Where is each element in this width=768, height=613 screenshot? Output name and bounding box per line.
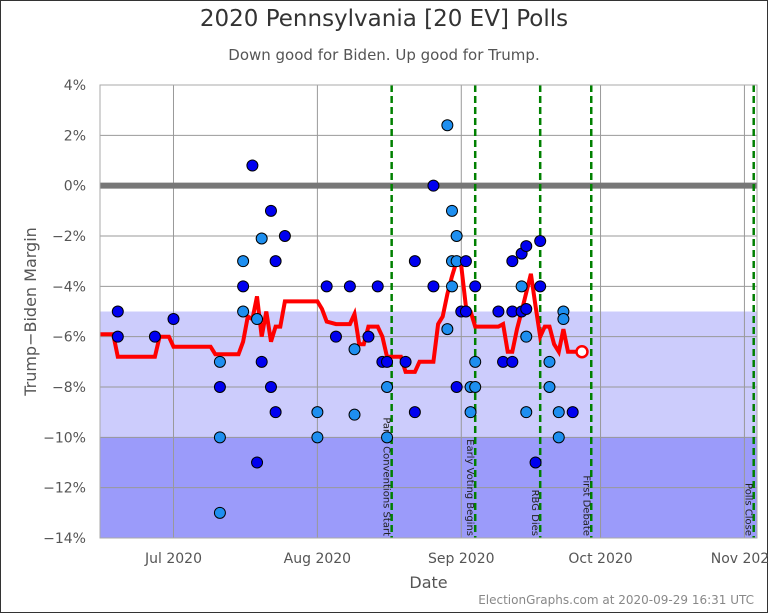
poll-point [515,280,528,293]
poll-point [269,255,282,268]
poll-point [381,355,394,368]
poll-point [520,330,533,343]
poll-point [381,431,394,444]
poll-point [348,408,361,421]
poll-point [399,355,412,368]
poll-point [213,381,226,393]
poll-point [111,305,124,318]
poll-point [441,323,454,336]
poll-point [320,280,333,293]
poll-point [450,381,463,393]
poll-point [469,280,482,293]
average-endpoint [575,345,589,359]
poll-point [520,406,533,419]
poll-point [459,305,472,318]
y-axis-label: Trump−Biden Margin [21,227,40,397]
poll-point [237,255,250,268]
poll-point [348,343,361,356]
x-tick-label: Oct 2020 [568,551,632,567]
poll-point [557,313,570,326]
poll-point [459,255,472,268]
y-tick-label: 4% [64,78,86,94]
poll-point [441,119,454,132]
poll-point [464,406,477,419]
event-label: First Debate [580,475,591,536]
poll-point [408,255,421,268]
poll-point [311,431,324,444]
poll-point [213,506,226,519]
event-label: RBG Dies [529,490,540,536]
poll-point [506,255,519,268]
poll-point [371,280,384,293]
poll-point [543,381,556,393]
x-tick-label: Jul 2020 [144,551,202,567]
poll-point [566,406,579,419]
y-tick-label: −6% [52,330,86,346]
poll-point [251,313,264,326]
poll-point [251,456,264,469]
event-label: Early Voting Begins [464,439,475,536]
poll-point [543,355,556,368]
poll-point [255,232,268,245]
x-tick-label: Aug 2020 [284,551,351,567]
poll-point [213,431,226,444]
plot-border [99,84,758,539]
poll-point [520,240,533,253]
poll-point [427,280,440,293]
poll-point [552,431,565,444]
y-tick-label: −8% [52,380,86,396]
poll-point [492,305,505,318]
poll-point [381,381,394,393]
poll-point [255,355,268,368]
poll-point [529,456,542,469]
y-tick-label: −10% [43,430,86,446]
poll-point [246,159,259,172]
y-tick-label: 0% [64,179,86,195]
chart-title: 2020 Pennsylvania [20 EV] Polls [199,6,569,32]
poll-point [237,280,250,293]
poll-point [506,355,519,368]
poll-point [111,330,124,343]
poll-point [427,179,440,192]
poll-point [269,406,282,419]
poll-point [237,305,250,318]
poll-point [148,330,161,343]
y-tick-label: −14% [43,531,86,547]
shaded-band [100,311,757,438]
poll-point [213,355,226,368]
event-label: Polls Close [743,483,754,536]
poll-point [264,381,277,393]
poll-point [469,355,482,368]
y-tick-label: 2% [64,128,86,144]
poll-point [311,406,324,419]
poll-point [469,381,482,393]
poll-point [167,313,180,326]
poll-point [408,406,421,419]
poll-point [278,230,291,242]
poll-point [445,204,458,217]
x-tick-label: Sep 2020 [428,551,494,567]
x-tick-label: Nov 2020 [711,551,768,567]
y-tick-label: −4% [52,279,86,295]
poll-point [520,302,533,315]
poll-point [552,406,565,419]
poll-point [450,230,463,242]
poll-point [534,280,547,293]
poll-point [445,280,458,293]
chart-subtitle: Down good for Biden. Up good for Trump. [228,46,540,64]
poll-point [329,330,342,343]
y-tick-label: −2% [52,229,86,245]
poll-point [534,235,547,248]
poll-point [264,204,277,217]
chart-footer: ElectionGraphs.com at 2020-09-29 16:31 U… [478,593,754,607]
poll-point [343,280,356,293]
poll-point [362,330,375,343]
x-axis-label: Date [409,573,447,592]
event-label: Party Conventions Start [381,417,392,536]
y-tick-label: −12% [43,481,86,497]
